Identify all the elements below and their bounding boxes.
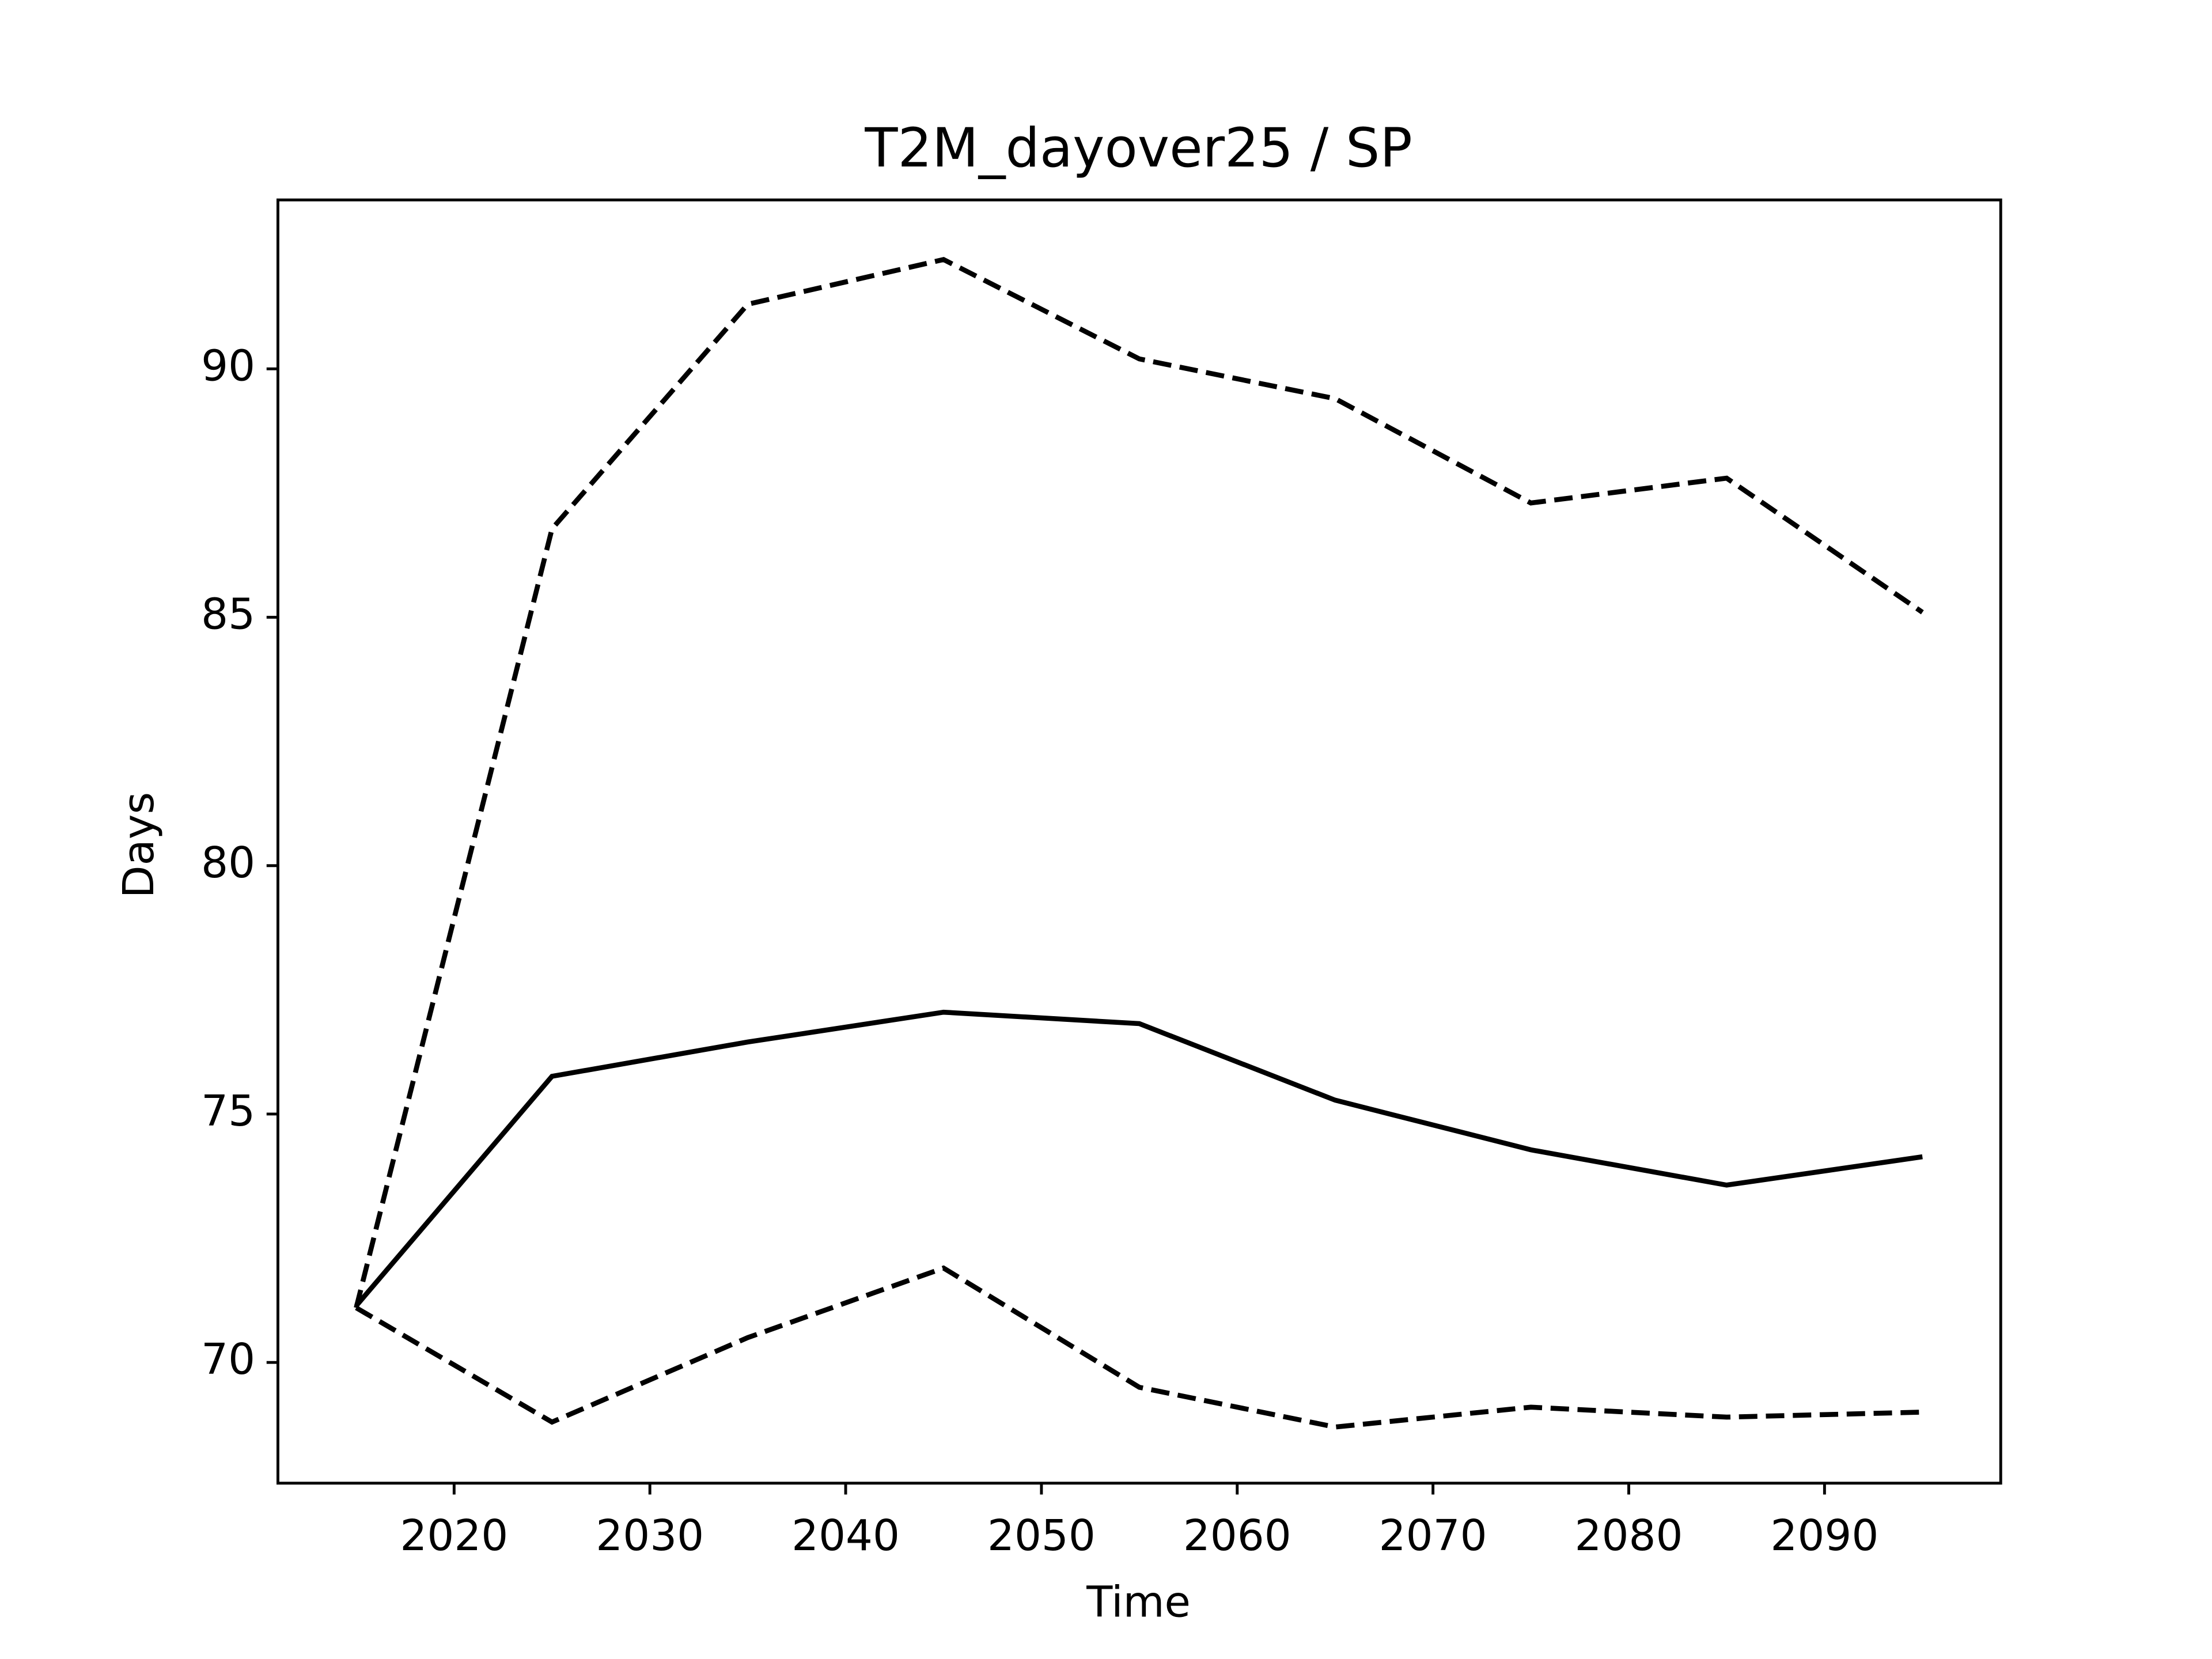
chart-title: T2M_dayover25 / SP xyxy=(864,117,1412,180)
y-tick-label: 90 xyxy=(201,341,255,391)
x-tick-label: 2030 xyxy=(596,1511,704,1560)
x-tick-label: 2090 xyxy=(1770,1511,1878,1560)
x-axis-label: Time xyxy=(1086,1577,1191,1627)
y-tick-label: 70 xyxy=(201,1335,255,1384)
x-tick-label: 2040 xyxy=(791,1511,900,1560)
plot-frame xyxy=(276,198,2002,1485)
y-tick-label: 75 xyxy=(201,1086,255,1136)
line-series xyxy=(354,1009,1923,1308)
y-axis-label: Days xyxy=(114,792,164,898)
line-series xyxy=(354,257,1924,1309)
x-tick-label: 2080 xyxy=(1575,1511,1683,1560)
y-tick-label: 80 xyxy=(201,838,255,888)
x-tick-label: 2070 xyxy=(1379,1511,1487,1560)
x-tick-label: 2060 xyxy=(1183,1511,1291,1560)
x-tick-label: 2020 xyxy=(400,1511,508,1560)
y-tick-label: 85 xyxy=(201,590,255,639)
line-series xyxy=(355,1265,1923,1430)
x-tick-label: 2050 xyxy=(987,1511,1096,1560)
